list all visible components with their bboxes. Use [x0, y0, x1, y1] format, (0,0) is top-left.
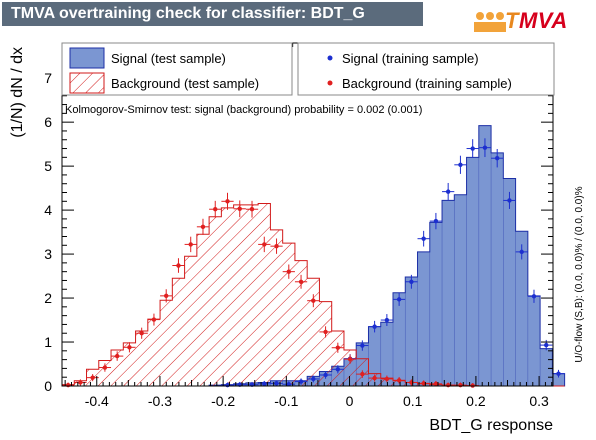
signal-train-point [433, 218, 439, 224]
signal-train-point [360, 343, 365, 348]
legend-background-test-label: Background (test sample) [111, 76, 259, 91]
background-train-point [274, 243, 279, 249]
x-tick-label: 0.1 [403, 393, 423, 409]
signal-train-point [384, 317, 390, 323]
signal-train-point [323, 372, 328, 378]
background-train-point [176, 263, 181, 268]
y-tick-label: 7 [44, 70, 52, 86]
x-tick-label: -0.4 [85, 393, 109, 409]
legend-background-train-marker [327, 80, 333, 86]
signal-train-point [335, 367, 341, 372]
y-tick-label: 6 [44, 114, 52, 130]
signal-train-point [409, 279, 414, 284]
legend-background-train-label: Background (training sample) [342, 76, 512, 91]
background-train-point [396, 378, 402, 383]
background-train-point [65, 382, 71, 388]
legend-signal-train-marker [327, 55, 333, 61]
x-tick-label: 0 [346, 393, 354, 409]
background-train-point [347, 356, 353, 362]
signal-train-point [507, 198, 512, 203]
background-train-point [249, 207, 255, 212]
signal-train-point [286, 382, 291, 387]
ks-test-annotation: Kolmogorov-Smirnov test: signal (backgro… [65, 104, 422, 116]
background-train-point [360, 371, 365, 377]
signal-train-point [519, 249, 524, 255]
background-train-point [200, 224, 206, 230]
background-train-point [323, 329, 328, 335]
y-tick-label: 4 [44, 202, 52, 218]
background-train-point [90, 375, 95, 380]
background-train-point [286, 269, 291, 274]
y-tick-label: 5 [44, 158, 52, 174]
background-train-point [188, 242, 193, 247]
x-tick-label: -0.3 [148, 393, 172, 409]
legend-signal-test-label: Signal (test sample) [111, 51, 226, 66]
x-tick-label: -0.1 [274, 393, 298, 409]
logo-graphic [474, 12, 506, 32]
legend-background-test-swatch [69, 72, 105, 94]
signal-train-point [470, 146, 475, 151]
logo-dot-1 [476, 12, 484, 20]
background-train-point [384, 376, 390, 382]
background-train-point [311, 298, 316, 303]
y-tick-label: 2 [44, 290, 52, 306]
background-train-point [102, 365, 108, 370]
background-train-point [114, 353, 120, 359]
signal-train-point [421, 236, 426, 241]
signal-train-point [531, 294, 537, 299]
background-train-point [213, 207, 218, 212]
logo-dot-3 [496, 12, 504, 20]
signal-train-point [396, 297, 402, 302]
legend-right [297, 42, 555, 96]
signal-train-point [274, 381, 279, 386]
y-tick-label: 0 [44, 378, 52, 394]
logo-text-t: T [505, 8, 519, 33]
background-train-point [139, 331, 144, 336]
logo-bar [474, 22, 506, 32]
background-train-point [78, 380, 83, 385]
y-axis-title: (1/N) dN / dx [9, 47, 26, 138]
background-train-point [433, 381, 439, 387]
signal-train-point [372, 324, 377, 329]
background-train-point [372, 375, 377, 381]
background-train-point [262, 242, 267, 247]
x-tick-label: 0.3 [529, 393, 549, 409]
legend-signal-train-label: Signal (training sample) [342, 51, 479, 66]
logo-text-rest: MVA [518, 8, 568, 33]
signal-train-point [262, 381, 267, 387]
background-train-point [458, 382, 463, 388]
logo-dot-2 [486, 12, 494, 20]
x-tick-label: 0.2 [466, 393, 486, 409]
background-train-point [298, 279, 304, 284]
background-train-point [127, 345, 132, 350]
background-train-point [421, 381, 426, 386]
background-train-point [237, 206, 242, 211]
signal-train-point [311, 376, 316, 382]
signal-train-point [495, 156, 500, 161]
tmva-logo [470, 6, 588, 36]
y-tick-label: 3 [44, 246, 52, 262]
logo-text: TMVA [505, 8, 568, 34]
background-train-point [164, 293, 169, 299]
signal-train-point [544, 342, 549, 348]
x-axis-title: BDT_G response [429, 417, 553, 434]
signal-train-point [458, 162, 463, 168]
background-train-point [445, 382, 451, 388]
background-train-point [225, 199, 230, 204]
background-train-point [151, 317, 157, 322]
background-train-point [335, 345, 341, 350]
signal-train-point [556, 371, 561, 376]
signal-train-point [445, 189, 451, 194]
overflow-label: U/O-flow (S,B): (0.0, 0.0)% / (0.0, 0.0)… [574, 186, 585, 362]
signal-train-point [298, 379, 304, 384]
y-tick-label: 1 [44, 334, 52, 350]
legend-signal-test-swatch [69, 47, 105, 69]
x-tick-label: -0.2 [211, 393, 235, 409]
signal-train-point [482, 145, 488, 150]
chart-title: TMVA overtraining check for classifier: … [2, 2, 423, 26]
